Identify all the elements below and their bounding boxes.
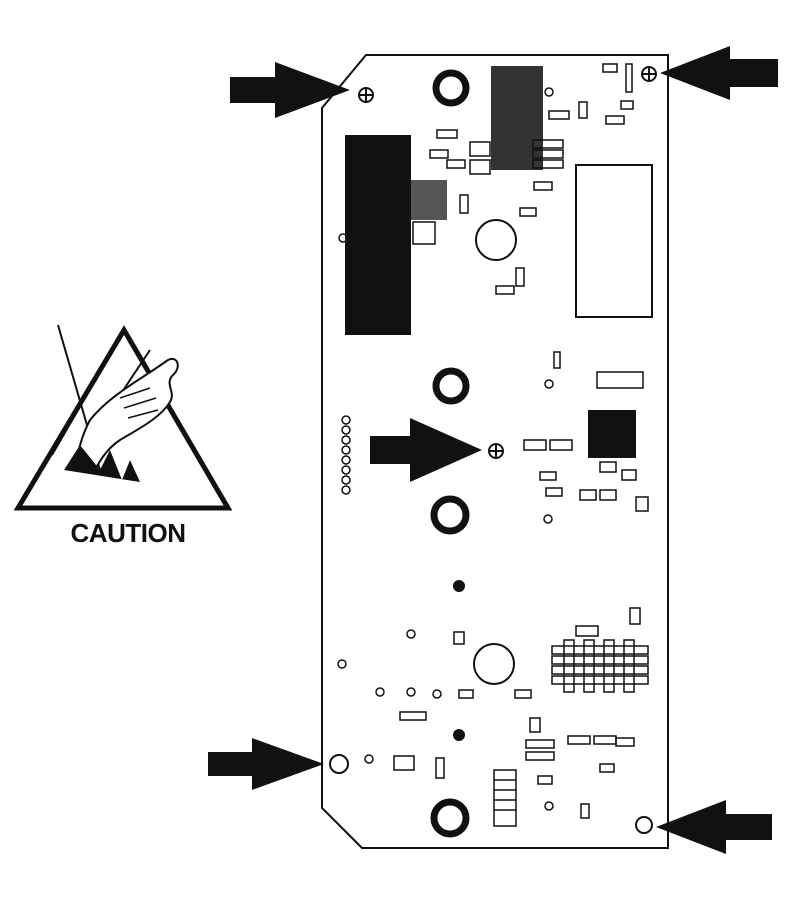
pin-header-left [341, 415, 351, 495]
connector-bottom [493, 769, 517, 827]
ic-chip-center [588, 410, 636, 458]
arrow-bottom-right [656, 800, 772, 854]
ring-components [430, 69, 470, 838]
arrow-bottom-left [208, 738, 324, 790]
mount-hole-lower [473, 643, 515, 685]
mount-hole-upper [475, 219, 517, 261]
arrow-center [370, 418, 482, 482]
ic-block-left [345, 135, 411, 335]
caution-label: CAUTION [70, 518, 186, 548]
resistor-array [551, 639, 649, 693]
arrow-top-left [230, 62, 350, 118]
connector-left [411, 180, 447, 220]
board-outline [321, 54, 669, 849]
connector-top [491, 66, 543, 170]
esd-hand-warning-icon [13, 324, 233, 511]
display-window [575, 164, 653, 318]
arrow-top-right [660, 46, 778, 100]
mounting-screws [329, 66, 657, 834]
